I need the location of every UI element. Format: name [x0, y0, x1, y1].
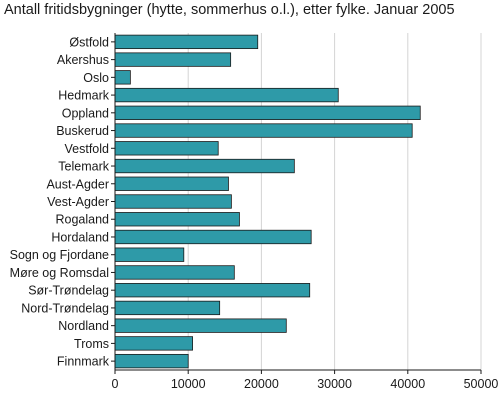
category-label-rogaland: Rogaland — [55, 213, 109, 227]
category-label-hordaland: Hordaland — [51, 230, 109, 244]
category-label-sogn-og-fjordane: Sogn og Fjordane — [10, 248, 109, 262]
bar-more-og-romsdal — [114, 265, 235, 280]
category-label-oppland: Oppland — [62, 106, 109, 120]
category-label-ostfold: Østfold — [69, 35, 109, 49]
category-label-more-og-romsdal: Møre og Romsdal — [10, 266, 109, 280]
bar-vestfold — [114, 141, 219, 156]
category-label-vestfold: Vestfold — [65, 142, 110, 156]
bar-sogn-og-fjordane — [114, 247, 185, 262]
bar-oppland — [114, 105, 421, 120]
bar-aust-agder — [114, 176, 229, 191]
x-tick-label-20000: 20000 — [244, 377, 279, 391]
bar-hedmark — [114, 87, 339, 103]
bars — [114, 34, 421, 369]
bar-troms — [114, 336, 193, 351]
category-label-aust-agder: Aust-Agder — [46, 177, 109, 191]
category-label-vest-agder: Vest-Agder — [47, 195, 109, 209]
x-tick-label-0: 0 — [112, 377, 119, 391]
x-tick-label-40000: 40000 — [390, 377, 425, 391]
bar-finnmark — [114, 353, 189, 369]
bar-nord-trondelag — [114, 300, 221, 316]
bar-vest-agder — [114, 194, 232, 209]
x-tick-labels: 0 10000 20000 30000 40000 50000 — [112, 377, 499, 391]
category-label-hedmark: Hedmark — [58, 89, 109, 103]
x-tick-label-30000: 30000 — [317, 377, 352, 391]
bar-nordland — [114, 318, 287, 333]
category-label-akershus: Akershus — [57, 53, 109, 67]
bar-akershus — [114, 52, 232, 67]
category-label-buskerud: Buskerud — [56, 124, 109, 138]
category-label-sor-trondelag: Sør-Trøndelag — [28, 284, 109, 298]
chart-title: Antall fritidsbygninger (hytte, sommerhu… — [4, 2, 455, 18]
x-tick-label-10000: 10000 — [171, 377, 206, 391]
category-label-nord-trondelag: Nord-Trøndelag — [21, 301, 109, 315]
bar-oslo — [114, 70, 131, 85]
bar-ostfold — [114, 34, 259, 50]
bar-telemark — [114, 158, 295, 174]
category-label-nordland: Nordland — [58, 319, 109, 333]
category-label-finnmark: Finnmark — [57, 355, 110, 369]
x-tick-label-50000: 50000 — [464, 377, 499, 391]
category-label-oslo: Oslo — [83, 71, 109, 85]
bar-rogaland — [114, 212, 240, 227]
bar-hordaland — [114, 229, 312, 245]
axes — [111, 33, 482, 374]
bar-buskerud — [114, 123, 413, 138]
category-label-troms: Troms — [74, 337, 109, 351]
category-label-telemark: Telemark — [58, 160, 109, 174]
bar-sor-trondelag — [114, 283, 311, 298]
category-labels: Østfold Akershus Oslo Hedmark Oppland Buskeru… — [10, 35, 110, 368]
